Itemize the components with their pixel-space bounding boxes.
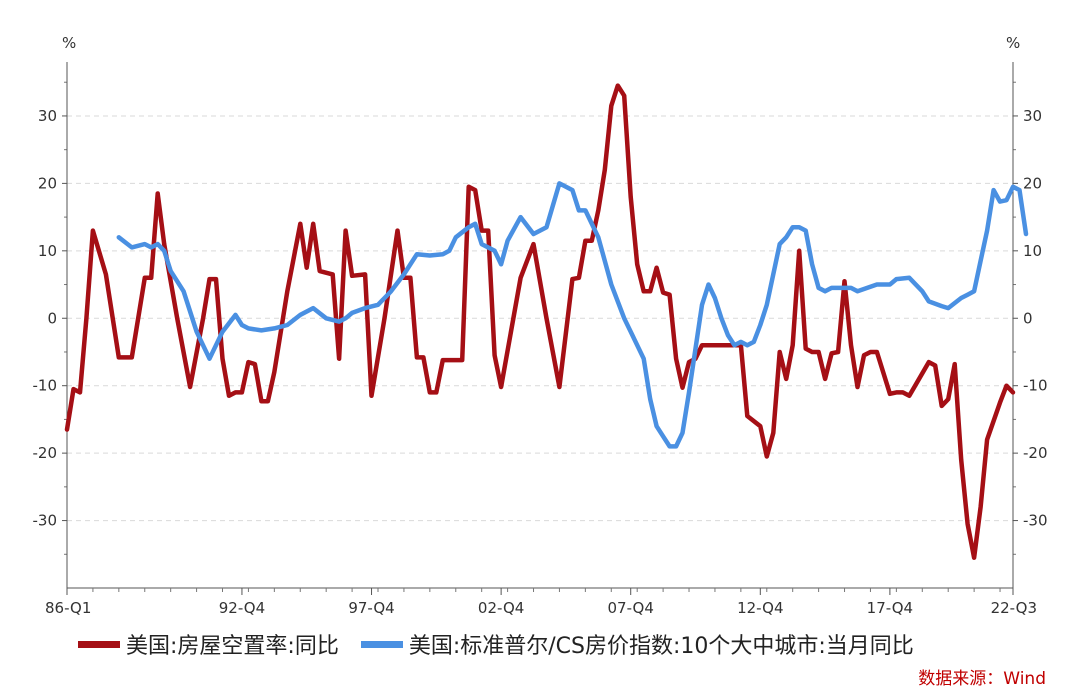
right-tick-label: -20 [1023,444,1048,462]
left-tick-label: -10 [33,377,58,395]
dual-axis-line-chart: % % 30 30 20 20 10 10 0 0 -10 -10 -20 -20 -30 -30 86-Q… [33,34,1048,617]
left-tick-label: 30 [38,107,57,125]
x-tick-label: 97-Q4 [348,599,394,617]
x-tick-label: 17-Q4 [867,599,913,617]
left-tick-label: 0 [47,309,57,327]
source-note: 数据来源：Wind [918,669,1046,689]
legend-item-cs-index: 美国:标准普尔/CS房价指数:10个大中城市:当月同比 [360,628,914,660]
right-tick-label: 10 [1023,242,1042,260]
axes: 30 30 20 20 10 10 0 0 -10 -10 -20 -20 -30 -30 86-Q1 92-… [33,62,1048,617]
legend-label-vacancy: 美国:房屋空置率:同比 [126,634,339,659]
series-line-cs-index [116,181,1029,449]
x-tick-label: 86-Q1 [45,599,91,617]
legend: 美国:房屋空置率:同比 美国:标准普尔/CS房价指数:10个大中城市:当月同比 [78,628,936,660]
right-tick-label: 30 [1023,107,1042,125]
right-tick-label: 20 [1023,174,1042,192]
legend-swatch-vacancy [78,640,120,648]
legend-label-cs-index: 美国:标准普尔/CS房价指数:10个大中城市:当月同比 [408,634,914,659]
left-tick-label: 20 [38,174,57,192]
legend-item-vacancy: 美国:房屋空置率:同比 [78,628,339,660]
left-tick-label: -30 [33,512,58,530]
x-tick-label: 92-Q4 [219,599,265,617]
right-tick-label: -10 [1023,377,1048,395]
x-tick-label: 22-Q3 [991,599,1037,617]
right-axis-unit-label: % [1006,34,1020,52]
series-layer [64,83,1029,560]
left-tick-label: 10 [38,242,57,260]
x-tick-label: 12-Q4 [737,599,783,617]
right-tick-label: 0 [1023,309,1033,327]
left-tick-label: -20 [33,444,58,462]
x-tick-label: 02-Q4 [478,599,524,617]
gridlines [67,115,1013,522]
x-tick-label: 07-Q4 [608,599,654,617]
legend-swatch-cs-index [360,640,403,648]
right-tick-label: -30 [1023,512,1048,530]
series-line-vacancy [64,83,1016,560]
left-axis-unit-label: % [62,34,76,52]
